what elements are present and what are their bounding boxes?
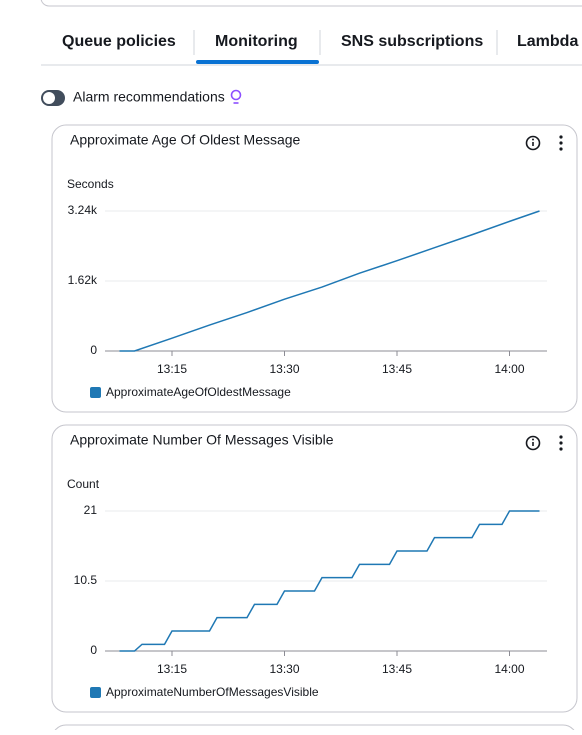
x-tick-label: 14:00 [494, 662, 524, 676]
menu-dot[interactable] [559, 141, 563, 145]
legend-swatch [90, 687, 101, 698]
tab[interactable]: Monitoring [215, 33, 298, 50]
x-tick-label: 13:15 [157, 662, 187, 676]
info-icon-dot [532, 438, 534, 441]
x-tick-label: 13:30 [269, 362, 299, 376]
x-tick-label: 13:45 [382, 362, 412, 376]
menu-dot[interactable] [559, 135, 563, 139]
chart-panel [51, 124, 578, 413]
chart-title: Approximate Age Of Oldest Message [70, 132, 301, 148]
tab[interactable]: SNS subscriptions [341, 33, 483, 50]
y-tick-label: 10.5 [74, 573, 98, 587]
toggle-label: Alarm recommendations [73, 89, 225, 105]
y-tick-label: 0 [90, 643, 97, 657]
legend-label: ApproximateNumberOfMessagesVisible [106, 685, 319, 699]
y-tick-label: 3.24k [68, 203, 98, 217]
lightbulb-icon [230, 89, 242, 104]
legend-label: ApproximateAgeOfOldestMessage [106, 385, 291, 399]
toggle-knob [43, 92, 55, 104]
x-tick-label: 14:00 [494, 362, 524, 376]
y-tick-label: 1.62k [68, 273, 98, 287]
tab[interactable]: Lambda [517, 33, 578, 50]
chart-panel [51, 424, 578, 713]
y-axis-label: Seconds [67, 177, 114, 191]
x-tick-label: 13:15 [157, 362, 187, 376]
info-icon-dot [532, 138, 534, 141]
tab-underline [196, 60, 319, 64]
y-tick-label: 21 [84, 503, 98, 517]
tab[interactable]: Queue policies [62, 33, 176, 50]
y-axis-label: Count [67, 477, 100, 491]
data-line [119, 210, 540, 352]
info-icon[interactable] [525, 135, 541, 151]
menu-dot[interactable] [559, 147, 563, 151]
chart-title: Approximate Number Of Messages Visible [70, 432, 334, 448]
x-tick-label: 13:45 [382, 662, 412, 676]
menu-dot[interactable] [559, 447, 563, 451]
info-icon[interactable] [525, 435, 541, 451]
y-tick-label: 0 [90, 343, 97, 357]
x-tick-label: 13:30 [269, 662, 299, 676]
chart-panel [52, 724, 577, 735]
menu-dot[interactable] [559, 441, 563, 445]
top-card [40, 0, 582, 7]
data-line [119, 510, 540, 652]
menu-dot[interactable] [559, 435, 563, 439]
legend-swatch [90, 387, 101, 398]
